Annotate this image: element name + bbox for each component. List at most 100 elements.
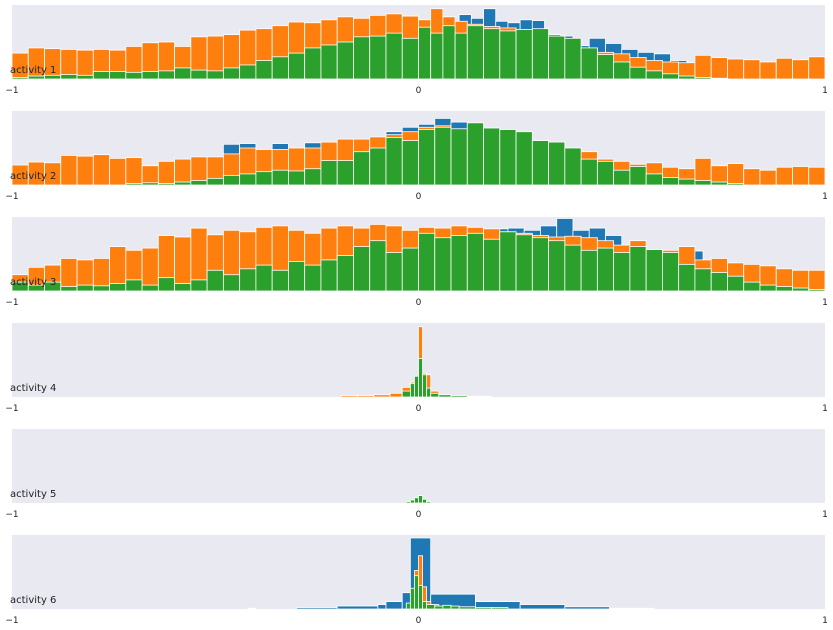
histogram-bar (255, 60, 273, 80)
histogram-bar (531, 28, 549, 80)
histogram-bar (519, 604, 566, 610)
histogram-bar (60, 286, 78, 292)
histogram-bar (401, 247, 419, 292)
histogram-bar (596, 247, 615, 292)
histogram-bar (109, 157, 127, 186)
histogram-bar (743, 59, 761, 80)
histogram-bar (385, 137, 403, 186)
histogram-bar (92, 285, 110, 292)
x-tick-label: 0 (416, 510, 422, 520)
histogram-bar (426, 387, 432, 398)
histogram-bar (239, 64, 257, 80)
x-tick-label: 0 (416, 86, 422, 96)
histogram-bar (190, 180, 208, 186)
x-tick-label: 0 (416, 298, 422, 308)
x-tick-label: −1 (5, 510, 18, 520)
panel-label: activity 5 (10, 489, 56, 500)
histogram-bar (727, 183, 745, 186)
histogram-bar (580, 158, 598, 186)
histogram-bar (76, 155, 94, 186)
histogram-bar (401, 140, 419, 186)
x-tick-label: −1 (5, 616, 18, 626)
histogram-bar (426, 501, 432, 504)
histogram-bar (27, 75, 45, 80)
histogram-bar (450, 605, 460, 610)
histogram-bar (743, 168, 761, 186)
histogram-bar (174, 283, 192, 292)
histogram-bar (775, 57, 793, 80)
histogram-bar (336, 160, 354, 186)
histogram-bar (596, 160, 615, 186)
histogram-bar (357, 395, 375, 398)
histogram-bar (662, 252, 680, 292)
histogram-bar (353, 36, 371, 80)
histogram-bar (255, 171, 273, 186)
panel-label: activity 3 (10, 277, 56, 288)
histogram-bar (564, 37, 582, 80)
histogram-bar (414, 375, 419, 398)
histogram-bar (125, 279, 143, 292)
panel-label: activity 6 (10, 595, 56, 606)
histogram-bar (247, 607, 257, 610)
histogram-bar (409, 587, 415, 610)
histogram-bar (369, 35, 387, 80)
histogram-bar (808, 166, 826, 186)
histogram-bar (405, 602, 411, 610)
histogram-bar (645, 70, 663, 80)
histogram-bar (373, 394, 391, 398)
histogram-bar (483, 238, 501, 292)
histogram-bar (409, 383, 415, 398)
histogram-bar (808, 56, 826, 80)
histogram-bar (304, 47, 322, 80)
histogram-bar (206, 177, 224, 186)
histogram-bar (759, 169, 777, 186)
x-tick-label: 1 (822, 616, 828, 626)
histogram-bar (174, 236, 192, 292)
histogram-bar (442, 25, 456, 80)
histogram-bar (475, 607, 493, 610)
histogram-bar (531, 237, 549, 292)
histogram-bar (76, 49, 94, 80)
histogram-bar (418, 584, 423, 610)
histogram-bar (662, 73, 680, 80)
histogram-bar (808, 269, 826, 292)
histogram-bar (483, 127, 501, 186)
x-tick-label: 0 (416, 404, 422, 414)
histogram-bar (775, 166, 793, 186)
panel-label: activity 1 (10, 65, 56, 76)
histogram-bar (710, 272, 728, 292)
histogram-bar (548, 35, 566, 80)
histogram-bar (792, 287, 810, 292)
histogram-bar (450, 395, 468, 398)
x-tick-label: −1 (5, 298, 18, 308)
histogram-bar (336, 41, 354, 80)
histogram-bar (190, 279, 208, 292)
histogram-bar (141, 71, 159, 80)
histogram-bar (515, 29, 533, 80)
histogram-bar (157, 277, 175, 292)
histogram-bar (206, 269, 224, 292)
histogram-bar (414, 497, 419, 504)
histogram-bar (792, 166, 810, 186)
histogram-bar (694, 268, 712, 292)
histogram-bar (596, 54, 615, 80)
histogram-bar (320, 259, 338, 292)
histogram-bar (678, 75, 696, 80)
panel-label: activity 2 (10, 171, 56, 182)
histogram-bar (141, 182, 159, 186)
histogram-bar (141, 247, 159, 292)
histogram-bar (710, 77, 728, 80)
x-tick-label: −1 (5, 404, 18, 414)
histogram-bar (438, 394, 452, 398)
histogram-bar (727, 275, 745, 292)
histogram-bar (353, 246, 371, 292)
histogram-bar (125, 183, 143, 186)
histogram-bar (434, 237, 452, 292)
histogram-bar (109, 283, 127, 292)
histogram-bar (222, 274, 241, 292)
histogram-bar (414, 575, 419, 610)
histogram-bar (580, 249, 598, 292)
histogram-bar (255, 264, 273, 292)
histogram-bar (564, 606, 610, 610)
